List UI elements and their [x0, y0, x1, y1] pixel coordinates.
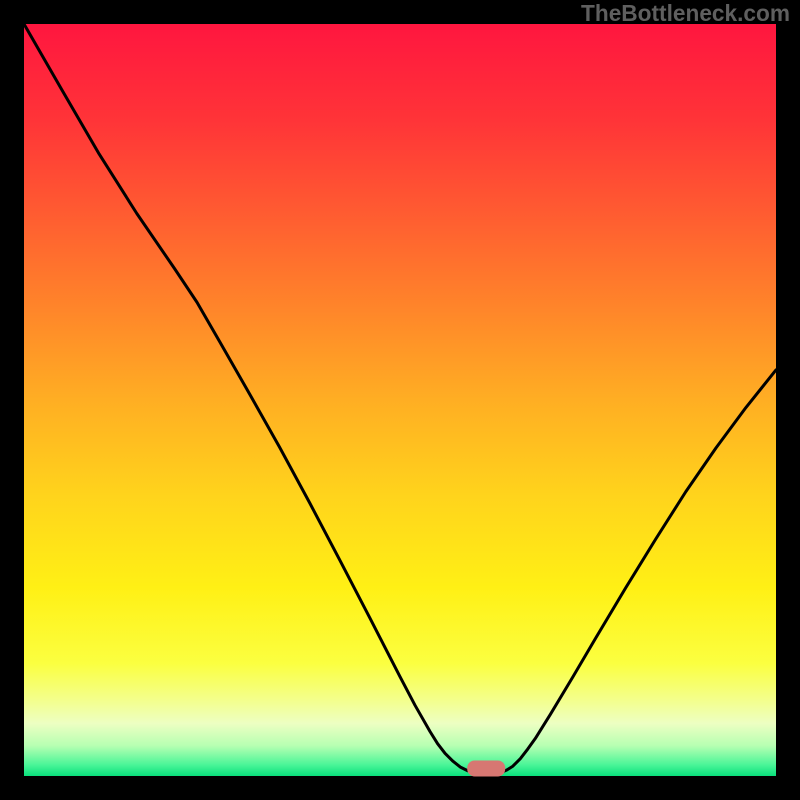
bottleneck-curve-svg	[24, 24, 776, 776]
plot-area	[24, 24, 776, 776]
optimal-zone-marker	[468, 761, 506, 776]
bottleneck-curve	[24, 24, 776, 773]
watermark-label: TheBottleneck.com	[581, 0, 790, 27]
chart-stage: TheBottleneck.com	[0, 0, 800, 800]
